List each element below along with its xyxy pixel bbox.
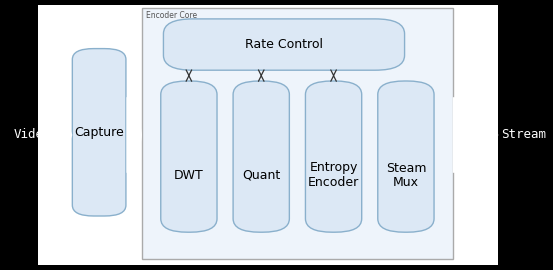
Text: DWT: DWT (174, 169, 204, 182)
FancyBboxPatch shape (72, 49, 126, 216)
Text: Rate Control: Rate Control (245, 38, 323, 51)
FancyBboxPatch shape (305, 81, 362, 232)
FancyBboxPatch shape (378, 81, 434, 232)
FancyBboxPatch shape (233, 81, 289, 232)
Text: Capture: Capture (74, 126, 124, 139)
Text: Encoder Core: Encoder Core (147, 11, 197, 20)
FancyBboxPatch shape (164, 19, 405, 70)
Text: Entropy
Encoder: Entropy Encoder (308, 161, 359, 190)
Polygon shape (453, 84, 498, 186)
FancyBboxPatch shape (38, 5, 498, 265)
Text: Video: Video (13, 129, 51, 141)
Text: Quant: Quant (242, 169, 280, 182)
FancyBboxPatch shape (161, 81, 217, 232)
Polygon shape (127, 84, 142, 186)
Polygon shape (39, 99, 72, 171)
Text: Steam
Mux: Steam Mux (385, 161, 426, 190)
Text: Stream: Stream (501, 129, 546, 141)
FancyBboxPatch shape (142, 8, 453, 259)
